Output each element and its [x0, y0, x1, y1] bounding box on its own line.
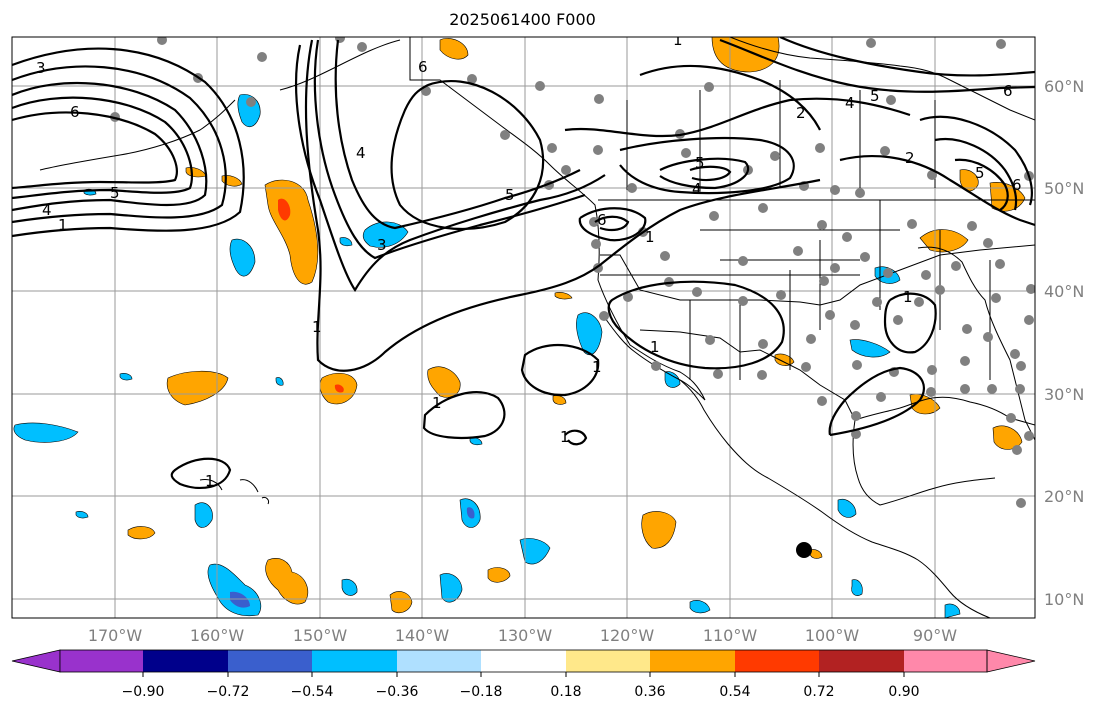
map-frame [11, 36, 1036, 619]
station-markers [110, 37, 1035, 508]
colorbar-segment [566, 650, 650, 672]
contour-label: 5 [110, 184, 120, 202]
colorbar-segment [228, 650, 312, 672]
graticule [12, 37, 1035, 618]
contour-label: 1 [58, 216, 68, 234]
contour-lines [12, 37, 1035, 490]
contour-label: 2 [905, 149, 915, 167]
colorbar-segment [481, 650, 566, 672]
lon-label: 90°W [912, 626, 958, 645]
contour-label: 4 [845, 94, 855, 112]
lon-label: 120°W [599, 626, 655, 645]
colorbar-segment [60, 650, 143, 672]
lat-label: 20°N [1044, 487, 1085, 506]
colorbar-tick: 0.90 [888, 684, 920, 700]
colorbar-tick: −0.36 [375, 684, 419, 700]
contour-label: 1 [312, 318, 322, 336]
colorbar-segment [650, 650, 735, 672]
colorbar-tick: −0.90 [121, 684, 165, 700]
lon-label: 140°W [394, 626, 450, 645]
lon-label: 130°W [497, 626, 553, 645]
lon-label: 170°W [87, 626, 143, 645]
colorbar [11, 649, 1036, 677]
lat-label: 60°N [1044, 77, 1085, 96]
contour-label: 1 [592, 358, 602, 376]
contour-label-group: 3 6 5 4 1 4 3 5 6 1 1 1 1 1 1 1 6 5 4 4 … [36, 31, 1022, 490]
contour-label: 1 [903, 288, 913, 306]
lat-label: 30°N [1044, 385, 1085, 404]
contour-label: 2 [796, 104, 806, 122]
lon-label: 100°W [804, 626, 860, 645]
highlighted-station-marker [796, 542, 812, 558]
colorbar-segment [397, 650, 481, 672]
contour-label: 1 [560, 428, 570, 446]
colorbar-tick: 0.72 [803, 684, 835, 700]
colorbar-tick: 0.18 [550, 684, 582, 700]
contour-label: 5 [695, 154, 705, 172]
shaded-field [13, 37, 1026, 618]
colorbar-segment [735, 650, 819, 672]
contour-label: 6 [1012, 176, 1022, 194]
contour-label: 5 [505, 186, 515, 204]
contour-label: 4 [42, 201, 52, 219]
coastlines [39, 37, 1035, 618]
colorbar-segment [143, 650, 228, 672]
contour-label: 4 [356, 144, 366, 162]
contour-label: 3 [36, 59, 46, 77]
lat-label: 10°N [1044, 590, 1085, 609]
contour-label: 6 [1003, 82, 1013, 100]
colorbar-segment [819, 650, 904, 672]
colorbar-extend-low [11, 649, 61, 673]
lat-label: 50°N [1044, 179, 1085, 198]
lon-label: 160°W [189, 626, 245, 645]
colorbar-segment [312, 650, 397, 672]
colorbar-tick: −0.54 [290, 684, 334, 700]
lat-label: 40°N [1044, 282, 1085, 301]
lon-label: 110°W [702, 626, 758, 645]
colorbar-tick: 0.36 [634, 684, 666, 700]
contour-label: 1 [673, 31, 683, 49]
colorbar-tick: −0.18 [459, 684, 503, 700]
contour-label: 6 [418, 58, 428, 76]
lon-label: 150°W [292, 626, 348, 645]
colorbar-extend-high [986, 649, 1036, 673]
contour-label: 1 [432, 394, 442, 412]
colorbar-tick: 0.54 [719, 684, 751, 700]
contour-label: 1 [645, 228, 655, 246]
contour-label: 1 [205, 472, 215, 490]
colorbar-segment [904, 650, 987, 672]
colorbar-outline [59, 649, 988, 673]
map-title: 2025061400 F000 [449, 10, 596, 29]
colorbar-tick: −0.72 [206, 684, 250, 700]
contour-label: 6 [597, 211, 607, 229]
contour-label: 3 [377, 236, 387, 254]
contour-label: 4 [692, 180, 702, 198]
contour-label: 5 [870, 87, 880, 105]
contour-label: 5 [975, 164, 985, 182]
contour-label: 1 [650, 338, 660, 356]
contour-label: 6 [70, 103, 80, 121]
